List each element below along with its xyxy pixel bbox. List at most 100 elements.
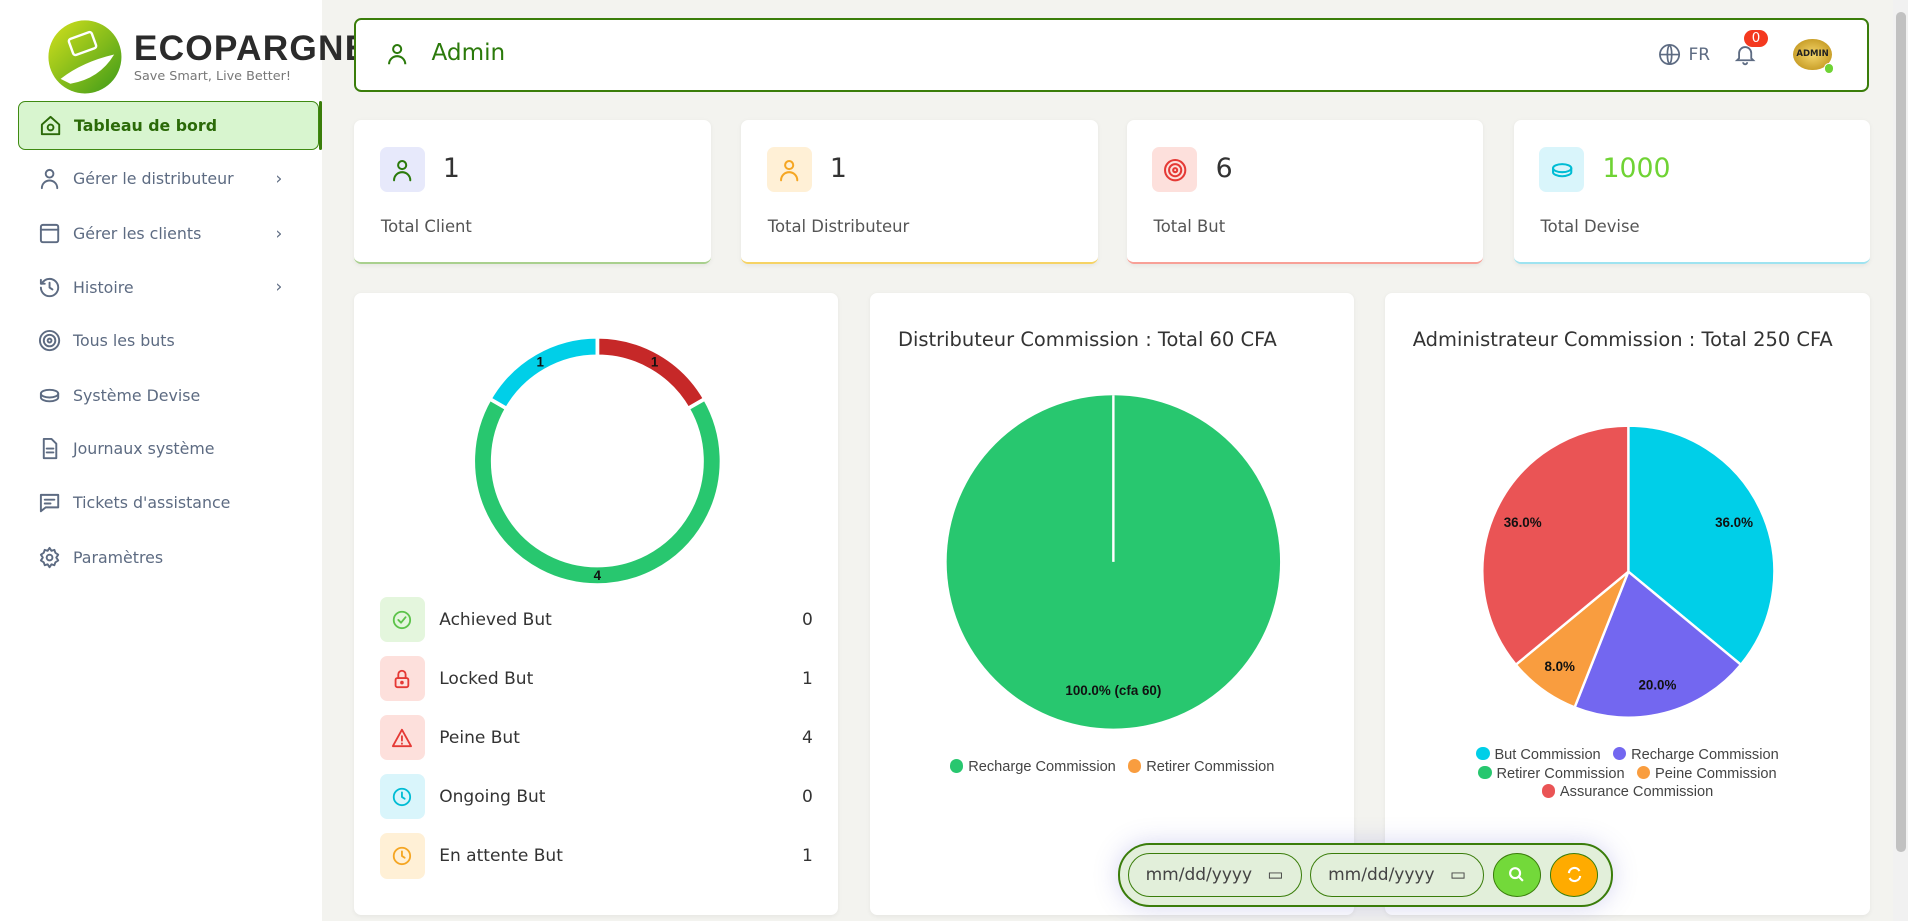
admin-commission-card: Administrateur Commission : Total 250 CF… [1384, 293, 1871, 916]
donut-slice[interactable] [487, 335, 600, 412]
legend-label: But Commission [1494, 747, 1601, 764]
end-date-input[interactable]: mm/dd/yyyy ▭ [1310, 852, 1485, 897]
user-icon [388, 44, 407, 65]
pie-label: 100.0% (cfa 60) [1065, 683, 1161, 698]
brand-tagline: Save Smart, Live Better! [133, 68, 291, 84]
coin-icon [39, 388, 59, 403]
donut-label: 4 [594, 568, 602, 583]
language-switcher[interactable]: FR [1658, 43, 1710, 66]
goal-value: 0 [801, 786, 813, 807]
donut-slice[interactable] [471, 396, 724, 588]
calendar-icon: ▭ [1449, 864, 1467, 885]
legend-swatch [1541, 784, 1556, 798]
goal-value: 1 [801, 845, 813, 866]
sidebar-item-7[interactable]: Tickets d'assistance [18, 478, 319, 527]
sidebar-item-5[interactable]: Système Devise [18, 371, 319, 420]
history-icon [39, 277, 59, 297]
distributor-commission-card: Distributeur Commission : Total 60 CFA 1… [870, 293, 1355, 916]
sidebar-item-label: Tickets d'assistance [72, 493, 231, 513]
search-icon [1509, 867, 1525, 882]
goal-value: 4 [801, 727, 813, 748]
stat-value: 1 [442, 153, 460, 185]
legend-label: Recharge Commission [968, 759, 1116, 776]
chart-title: Distributeur Commission : Total 60 CFA [897, 327, 1277, 351]
goal-label: Locked But [439, 668, 534, 689]
brand-name: ECOPARGNE [133, 28, 370, 68]
sidebar-item-0[interactable]: Tableau de bord [18, 100, 319, 150]
pie-slice[interactable] [1626, 424, 1776, 667]
pie-slice[interactable] [1572, 569, 1743, 720]
sidebar-item-3[interactable]: Histoire › [18, 263, 319, 312]
logo[interactable]: ECOPARGNE Save Smart, Live Better! [46, 18, 369, 96]
sidebar-item-label: Journaux système [72, 439, 215, 459]
home-icon [40, 115, 60, 135]
stat-label: Total Client [380, 216, 472, 236]
legend-item[interactable]: Peine Commission [1636, 765, 1777, 782]
legend-item[interactable]: Recharge Commission [1612, 747, 1779, 764]
legend-item[interactable]: Recharge Commission [949, 759, 1116, 776]
clock-icon [393, 787, 412, 807]
chart-title: Administrateur Commission : Total 250 CF… [1412, 327, 1833, 351]
legend-swatch [1476, 747, 1490, 761]
pie-slice[interactable] [1480, 424, 1630, 667]
sidebar-item-4[interactable]: Tous les buts [18, 316, 319, 365]
gear-icon [39, 546, 59, 568]
start-date-input[interactable]: mm/dd/yyyy ▭ [1127, 852, 1302, 897]
legend-item[interactable]: But Commission [1476, 747, 1601, 764]
window-icon [39, 223, 59, 244]
pie-label: 20.0% [1638, 678, 1676, 693]
donut-slice[interactable] [595, 335, 708, 412]
calendar-icon: ▭ [1267, 864, 1284, 885]
sidebar-item-label: Gérer les clients [72, 224, 202, 244]
goal-item: En attente But 1 [379, 833, 813, 879]
sidebar-item-6[interactable]: Journaux système [18, 425, 319, 474]
legend-label: Retirer Commission [1146, 759, 1275, 776]
bell-icon [1735, 46, 1756, 66]
sidebar-item-label: Tous les buts [72, 331, 175, 351]
user-icon [779, 159, 799, 181]
legend-label: Peine Commission [1654, 765, 1777, 782]
search-button[interactable] [1492, 852, 1542, 897]
goals-donut-chart: 1 4 1 [471, 335, 724, 588]
user-icon [40, 169, 58, 190]
legend-swatch [1636, 765, 1651, 780]
goal-label: En attente But [439, 845, 563, 866]
notification-button[interactable]: 0 [1733, 29, 1768, 71]
sidebar-item-2[interactable]: Gérer les clients › [18, 209, 319, 258]
pie-label: 36.0% [1715, 515, 1753, 530]
lock-icon [394, 669, 410, 689]
legend-item[interactable]: Assurance Commission [1541, 784, 1713, 800]
sidebar-item-8[interactable]: Paramètres [18, 533, 319, 582]
document-icon [42, 438, 57, 460]
scrollbar[interactable] [1893, 0, 1908, 921]
avatar[interactable]: ADMIN [1793, 38, 1835, 74]
legend-label: Recharge Commission [1631, 747, 1779, 764]
stat-card: 1000 Total Devise [1513, 120, 1871, 265]
goal-value: 0 [801, 609, 813, 630]
start-date-value: mm/dd/yyyy [1145, 864, 1253, 885]
legend-swatch [1478, 765, 1492, 780]
language-label: FR [1688, 44, 1711, 65]
goal-item: Peine But 4 [379, 715, 813, 761]
legend-item[interactable]: Retirer Commission [1127, 759, 1275, 776]
notification-badge: 0 [1744, 29, 1768, 48]
legend-swatch [1127, 759, 1142, 773]
legend-item[interactable]: Retirer Commission [1478, 765, 1625, 782]
chevron-right-icon: › [275, 223, 283, 244]
admin-pie-chart: 36.0% 20.0% 8.0% 36.0% [1480, 424, 1776, 720]
stat-label: Total Devise [1540, 216, 1640, 236]
goal-value: 1 [801, 668, 813, 689]
sidebar-item-1[interactable]: Gérer le distributeur › [18, 155, 319, 204]
clock-icon [393, 846, 412, 866]
pie-label: 8.0% [1544, 659, 1575, 674]
coin-icon [1551, 162, 1572, 177]
sidebar-item-label: Système Devise [72, 385, 201, 405]
goal-label: Achieved But [439, 609, 552, 630]
target-icon [1163, 158, 1186, 181]
pie-label: 36.0% [1503, 515, 1541, 530]
sidebar-item-label: Paramètres [72, 547, 164, 567]
stat-value: 1000 [1602, 153, 1671, 185]
warning-icon [392, 728, 413, 748]
reset-button[interactable] [1549, 852, 1599, 897]
top-header: Admin FR 0 ADMIN [354, 18, 1869, 93]
